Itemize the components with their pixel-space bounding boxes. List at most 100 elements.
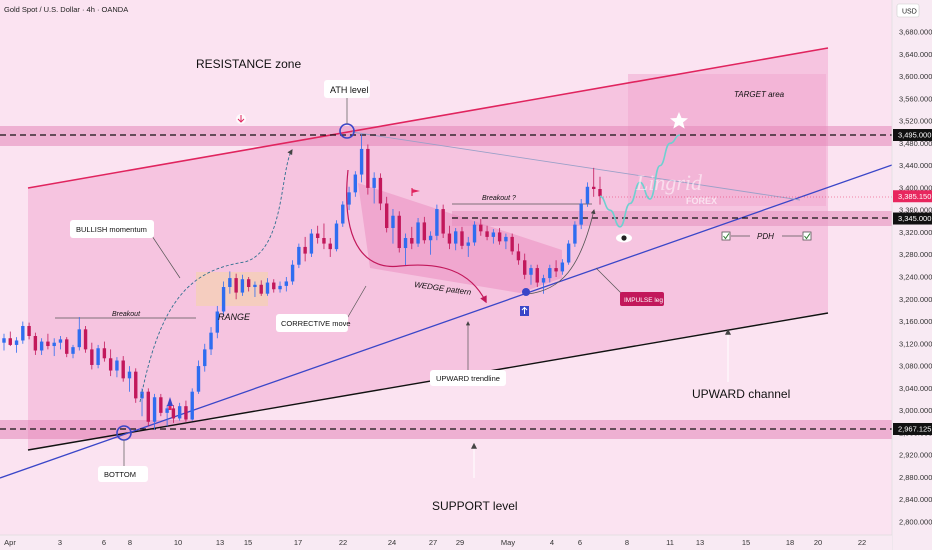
candle-body [159,397,163,413]
candles [2,134,602,430]
candle-body [165,408,169,413]
candle-body [535,268,539,283]
candle-body [454,231,458,244]
bullish-momentum-callout: BULLISH momentum [70,220,154,238]
candle-body [203,349,207,367]
currency-button[interactable]: USD [896,3,920,18]
price-badge-label: 3,495.000 [898,131,931,140]
candle-body [52,342,56,347]
y-tick-label: 3,440.000 [899,161,932,170]
pdh-check-left-icon [721,231,731,241]
candle-body [265,282,270,294]
price-badge [893,129,932,141]
candle-body [71,347,75,354]
price-badge-label: 3,345.000 [898,214,931,223]
candle-body [441,209,445,234]
x-tick-label: 11 [666,538,674,547]
impulse-leg-pointer [595,267,623,295]
x-tick-label: 10 [174,538,182,547]
candle-body [77,329,81,348]
candle-body [510,236,514,252]
candle-body [215,311,220,333]
corrective-move-label: CORRECTIVE move [281,319,351,328]
candle-body [460,231,464,246]
y-tick-label: 3,520.000 [899,117,932,126]
x-tick-label: 24 [388,538,396,547]
candle-body [366,148,370,188]
candle-body [8,338,12,345]
x-tick-label: 13 [216,538,224,547]
x-tick-label: 4 [550,538,554,547]
y-tick-label: 3,000.000 [899,406,932,415]
y-tick-label: 3,160.000 [899,317,932,326]
corrective-pointer [344,285,367,323]
candle-body [378,177,383,204]
x-tick-label: 13 [696,538,704,547]
x-tick-label: 17 [294,538,302,547]
y-tick-label: 2,880.000 [899,473,932,482]
y-tick-labels: 2,800.000 2,840.000 2,880.000 2,920.000 2,96… [899,27,932,526]
pdh-label: PDH [757,232,774,241]
candle-body [228,278,232,288]
candle-body [410,238,414,244]
candle-body [196,366,201,392]
candle-body [372,177,376,188]
support-level-label: SUPPORT level [432,499,518,513]
candle-body [140,391,144,399]
candle-body [397,215,401,249]
x-tick-label: Apr [4,538,16,547]
candle-body [548,268,552,279]
y-tick-label: 3,320.000 [899,228,932,237]
watermark-line2: FOREX [686,196,717,206]
flag-icon [411,188,420,196]
candle-body [347,192,351,205]
x-tick-label: 6 [102,538,106,547]
candle-body [46,341,50,347]
up-arrow-icon [520,306,529,316]
bottom-label: BOTTOM [104,470,136,479]
y-tick-label: 3,120.000 [899,339,932,348]
candle-body [585,186,590,204]
candle-body [566,243,571,263]
candle-body [391,215,395,228]
impulse-leg-callout: IMPULSE leg [620,292,664,306]
y-tick-label: 3,640.000 [899,50,932,59]
x-tick-label: 27 [429,538,437,547]
candle-body [90,349,94,365]
y-tick-label: 3,280.000 [899,250,932,259]
candle-body [96,348,100,365]
y-tick-label: 3,600.000 [899,72,932,81]
resistance-band [0,126,892,146]
range-label: RANGE [218,312,251,322]
upward-channel-label: UPWARD channel [692,387,790,401]
impulse-leg-label: IMPULSE leg [624,297,663,304]
candle-body [171,408,176,419]
candle-body [190,391,194,420]
candle-body [341,204,345,224]
breakout-q-label: Breakout ? [482,195,516,202]
candle-body [290,264,295,282]
candle-body [523,260,527,275]
candle-body [39,341,44,351]
y-tick-label: 3,680.000 [899,27,932,36]
y-tick-label: 3,400.000 [899,183,932,192]
candle-body [83,329,88,350]
x-tick-label: May [501,538,515,547]
candle-body [403,238,408,249]
candle-body [184,406,188,420]
candle-body [177,406,182,419]
candle-body [246,279,251,288]
price-badge [893,212,932,225]
candle-body [497,232,502,242]
candle-body [592,186,596,190]
x-tick-label: 8 [128,538,132,547]
y-tick-label: 2,920.000 [899,451,932,460]
descending-line [351,131,801,201]
x-tick-label: 8 [625,538,629,547]
upward-trendline-label: UPWARD trendline [436,374,500,383]
price-badge [893,190,932,203]
candle-body [384,203,389,228]
candle-body [554,268,558,272]
